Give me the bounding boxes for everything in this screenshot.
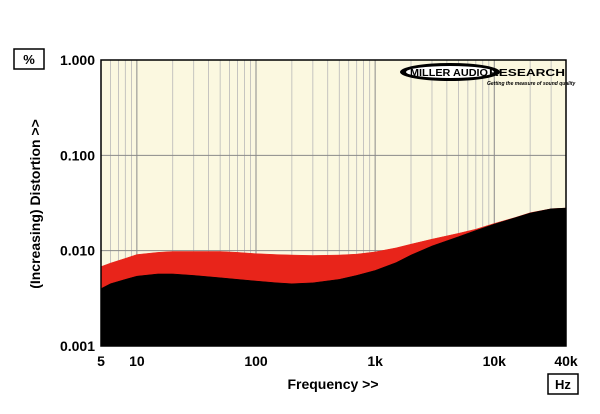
logo-name-part2: RESEARCH [489,68,565,79]
x-tick-label: 40k [554,353,578,369]
series-area-1 [100,207,567,347]
x-unit-box: Hz [547,373,579,395]
y-tick-label: 0.100 [60,147,95,163]
x-axis-title: Frequency >> [287,376,378,392]
logo-tagline: Getting the measure of sound quality [487,81,576,87]
miller-audio-research-logo: MILLER AUDIO RESEARCH Getting the measur… [400,63,576,87]
tick-labels: 5 10 100 1k 10k 40k 0.001 0.010 0.100 1.000 [60,52,578,369]
x-unit-label: Hz [555,377,571,392]
y-axis-title: (Increasing) Distortion >> [27,119,43,289]
x-tick-label: 10k [483,353,507,369]
y-tick-label: 1.000 [60,52,95,68]
y-unit-box: % [13,48,45,70]
series-group [100,207,567,347]
x-tick-label: 5 [97,353,105,369]
y-unit-label: % [23,52,35,67]
x-tick-label: 1k [367,353,383,369]
logo-name-part1: MILLER AUDIO [410,68,488,79]
plot-frame [100,59,567,347]
y-tick-label: 0.001 [60,338,95,354]
x-tick-label: 10 [129,353,145,369]
x-tick-label: 100 [244,353,268,369]
y-tick-label: 0.010 [60,243,95,259]
